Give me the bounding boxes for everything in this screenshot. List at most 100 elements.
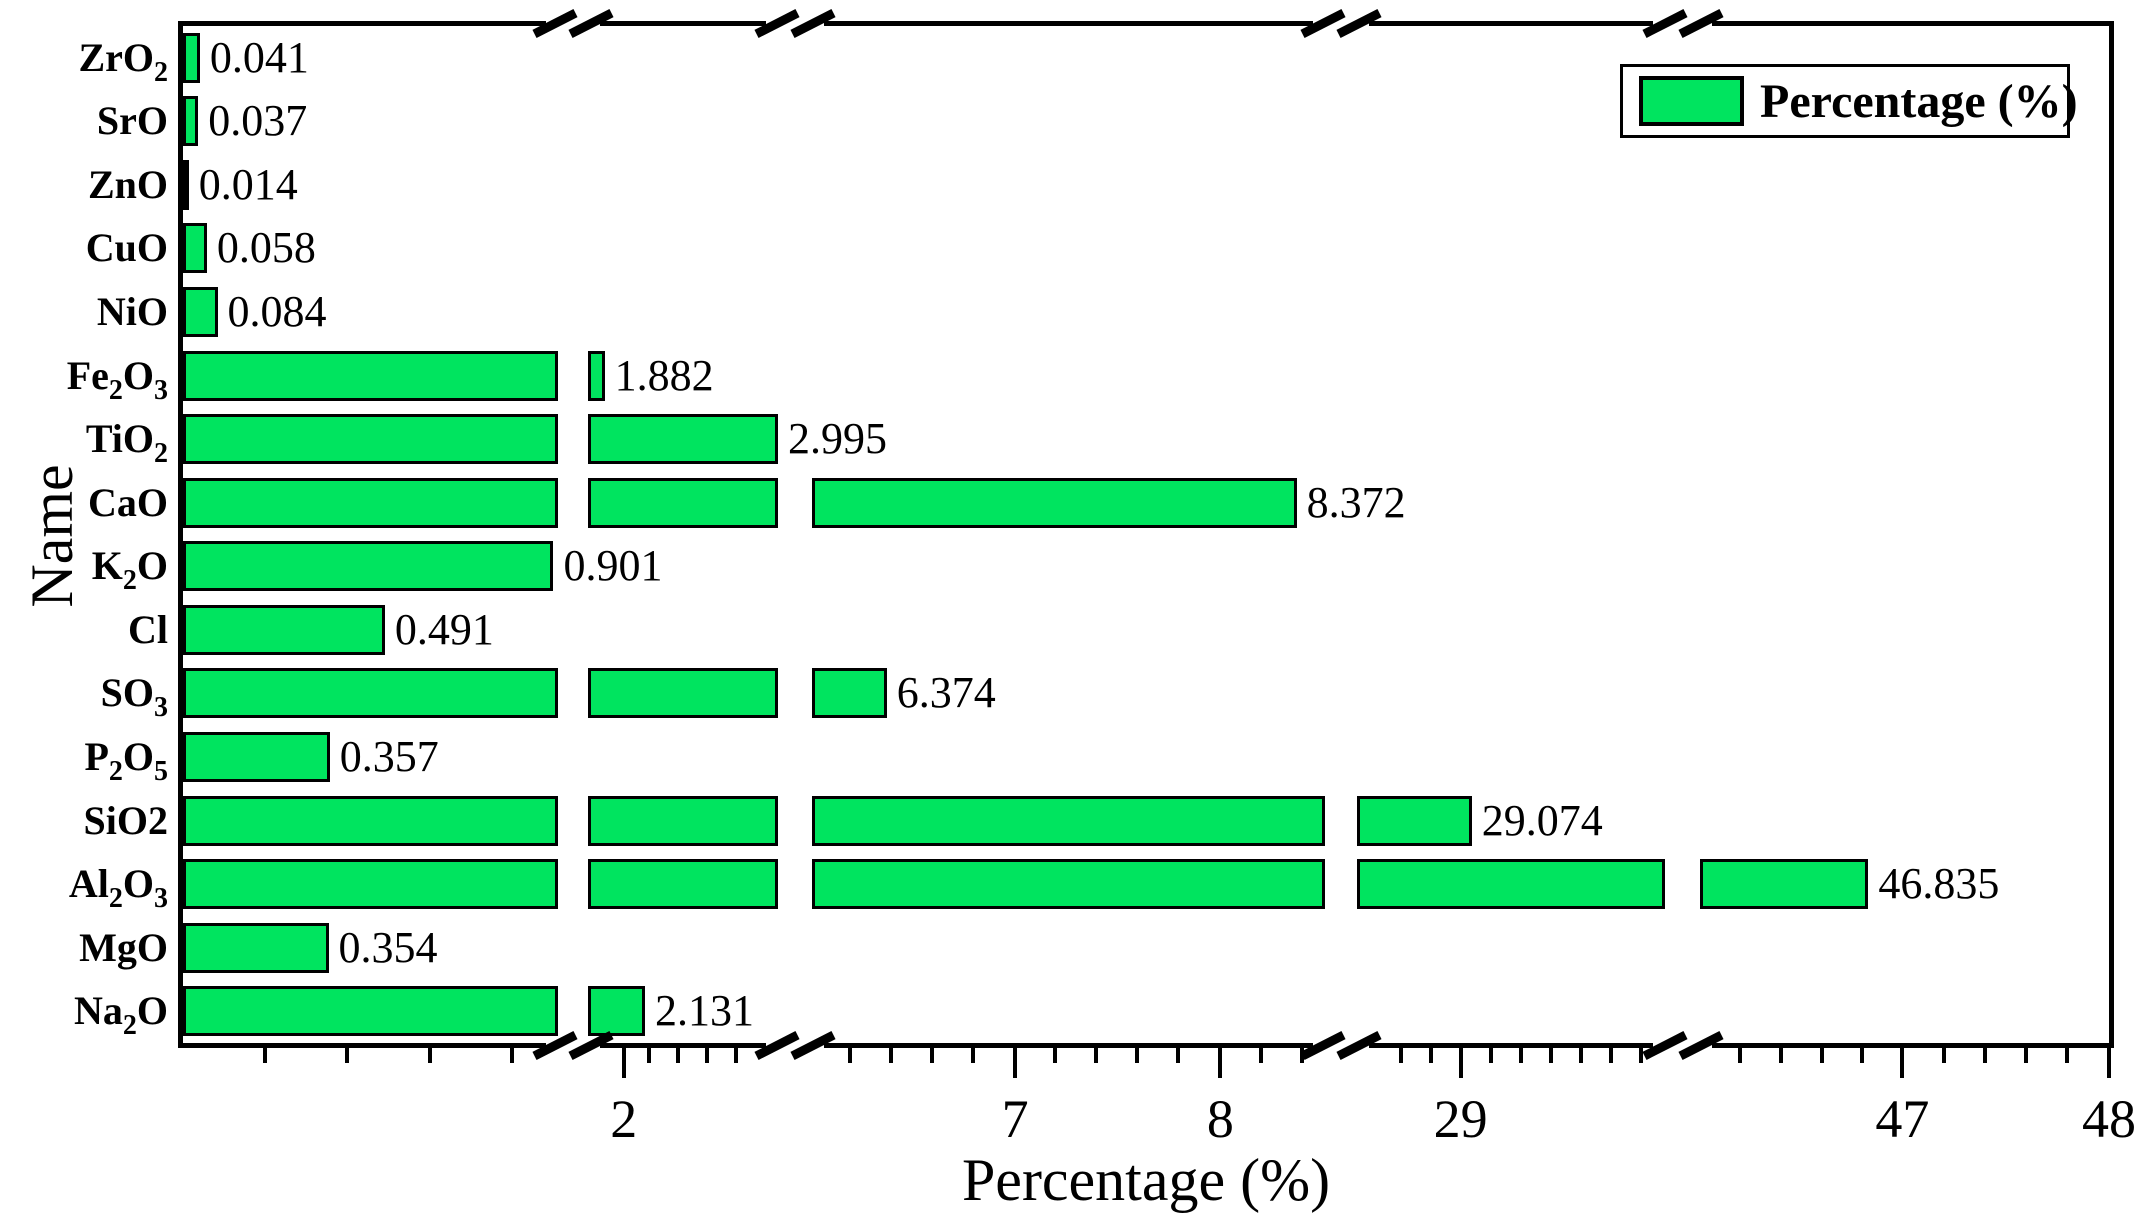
bar-segment-CuO <box>183 223 207 274</box>
x-minor-tick <box>971 1048 975 1063</box>
value-label: 2.131 <box>655 986 754 1036</box>
value-label: 0.357 <box>339 731 439 781</box>
x-minor-tick <box>1519 1048 1523 1063</box>
category-label-K2O: K2O <box>91 543 168 597</box>
x-minor-tick <box>1399 1048 1403 1063</box>
x-minor-tick <box>705 1048 709 1063</box>
category-label-Cl: Cl <box>128 606 168 652</box>
category-label-Al2O3: Al2O3 <box>68 861 168 915</box>
bar-segment-TiO2 <box>183 414 558 465</box>
bar-segment-Fe2O3 <box>588 350 605 401</box>
category-label-TiO2: TiO2 <box>85 416 168 470</box>
x-minor-tick <box>263 1048 267 1063</box>
category-label-SrO: SrO <box>96 98 168 144</box>
x-minor-tick <box>930 1048 934 1063</box>
x-major-tick <box>1013 1048 1018 1078</box>
x-minor-tick <box>1860 1048 1864 1063</box>
x-major-tick <box>2107 1048 2111 1078</box>
x-minor-tick <box>2065 1048 2069 1063</box>
x-minor-tick <box>1639 1048 1643 1063</box>
x-minor-tick <box>848 1048 852 1063</box>
category-label-P2O5: P2O5 <box>84 733 168 787</box>
value-label: 0.901 <box>563 541 663 591</box>
x-minor-tick <box>2024 1048 2028 1063</box>
x-major-tick <box>1900 1048 1905 1078</box>
bar-segment-Al2O3 <box>183 859 558 910</box>
bar-segment-TiO2 <box>588 414 778 465</box>
bar-segment-SO3 <box>812 668 887 719</box>
x-tick-label: 48 <box>2082 1089 2136 1149</box>
bar-segment-Na2O <box>588 986 645 1037</box>
category-label-CaO: CaO <box>88 479 168 525</box>
x-minor-tick <box>1983 1048 1987 1063</box>
x-minor-tick <box>1942 1048 1946 1063</box>
bar-segment-Al2O3 <box>1357 859 1665 910</box>
x-minor-tick <box>1489 1048 1493 1063</box>
bar-segment-Fe2O3 <box>183 350 558 401</box>
category-label-ZrO2: ZrO2 <box>78 34 168 88</box>
value-label: 8.372 <box>1306 477 1406 527</box>
value-label: 0.058 <box>216 223 316 273</box>
category-label-Fe2O3: Fe2O3 <box>66 352 168 406</box>
bar-segment-SiO2 <box>1357 795 1472 846</box>
value-label: 6.374 <box>896 668 996 718</box>
bar-segment-SiO2 <box>812 795 1325 846</box>
x-minor-tick <box>1738 1048 1742 1063</box>
x-major-tick <box>1218 1048 1223 1078</box>
bar-segment-NiO <box>183 287 218 338</box>
legend: Percentage (%) <box>1620 64 2078 138</box>
x-minor-tick <box>1176 1048 1180 1063</box>
bar-segment-ZrO2 <box>183 32 200 83</box>
value-label: 2.995 <box>788 414 887 464</box>
value-label: 29.074 <box>1481 795 1603 845</box>
x-minor-tick <box>676 1048 680 1063</box>
bar-segment-Al2O3 <box>588 859 778 910</box>
bar-segment-P2O5 <box>183 731 330 782</box>
bar-segment-SiO2 <box>183 795 558 846</box>
x-minor-tick <box>345 1048 349 1063</box>
x-tick-label: 47 <box>1875 1089 1930 1149</box>
category-label-SiO2: SiO2 <box>83 797 168 843</box>
x-minor-tick <box>1135 1048 1139 1063</box>
category-label-NiO: NiO <box>96 289 168 335</box>
bar-segment-Cl <box>183 604 385 655</box>
category-label-Na2O: Na2O <box>73 988 168 1042</box>
bar-segment-SrO <box>183 96 199 147</box>
x-minor-tick <box>510 1048 514 1063</box>
value-label: 46.835 <box>1878 859 2000 909</box>
x-minor-tick <box>1609 1048 1613 1063</box>
x-tick-label: 7 <box>1001 1089 1029 1149</box>
value-label: 0.354 <box>338 922 438 972</box>
legend-label: Percentage (%) <box>1760 74 2078 128</box>
x-minor-tick <box>1429 1048 1433 1063</box>
x-minor-tick <box>428 1048 432 1063</box>
category-label-SO3: SO3 <box>100 670 168 724</box>
value-label: 0.491 <box>394 604 494 654</box>
y-axis-title: Name <box>19 464 85 608</box>
x-tick-label: 29 <box>1433 1089 1488 1149</box>
category-label-MgO: MgO <box>79 924 168 970</box>
x-major-tick <box>1458 1048 1463 1078</box>
bar-segment-CaO <box>588 477 778 528</box>
value-label: 0.084 <box>227 287 327 337</box>
bar-segment-Al2O3 <box>812 859 1325 910</box>
x-minor-tick <box>1259 1048 1263 1063</box>
bar-segment-SiO2 <box>588 795 778 846</box>
x-minor-tick <box>1053 1048 1057 1063</box>
value-label: 0.014 <box>198 159 298 209</box>
x-minor-tick <box>889 1048 893 1063</box>
x-minor-tick <box>1579 1048 1583 1063</box>
value-label: 1.882 <box>614 350 714 400</box>
x-tick-label: 2 <box>610 1089 638 1149</box>
bar-segment-CaO <box>812 477 1297 528</box>
bar-segment-CaO <box>183 477 558 528</box>
bar-segment-Al2O3 <box>1700 859 1869 910</box>
x-axis-title: Percentage (%) <box>961 1147 1331 1213</box>
bar-segment-MgO <box>183 922 329 973</box>
bar-segment-K2O <box>183 541 554 592</box>
x-minor-tick <box>1549 1048 1553 1063</box>
x-minor-tick <box>1820 1048 1824 1063</box>
category-label-ZnO: ZnO <box>87 161 168 207</box>
x-minor-tick <box>1094 1048 1098 1063</box>
